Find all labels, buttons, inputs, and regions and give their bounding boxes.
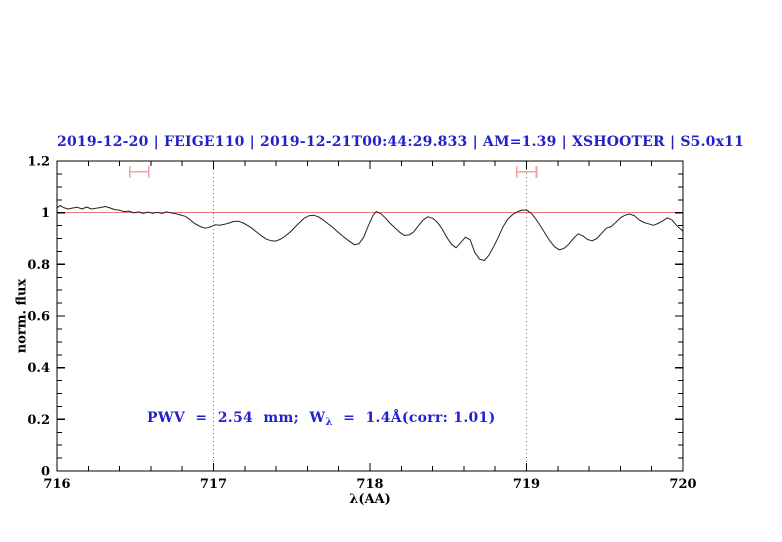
x-tick-label: 719 xyxy=(513,477,540,492)
y-tick-label: 1.2 xyxy=(27,155,50,170)
pwv-annotation-subscript: λ xyxy=(325,417,333,428)
y-tick-label: 1 xyxy=(41,206,50,221)
pwv-annotation: PWV = 2.54 mm; Wλ = 1.4Å(corr: 1.01) xyxy=(147,410,496,428)
x-tick-label: 718 xyxy=(356,477,383,492)
spectrum-line xyxy=(56,204,684,261)
pwv-annotation-prefix: PWV = 2.54 mm; W xyxy=(147,410,326,426)
x-tick-label: 716 xyxy=(43,477,70,492)
x-tick-label: 720 xyxy=(669,477,696,492)
y-tick-label: 0.2 xyxy=(27,413,50,428)
x-tick-label: 717 xyxy=(200,477,227,492)
x-axis-label: λ(AA) xyxy=(349,492,391,507)
plot-title: 2019-12-20 | FEIGE110 | 2019-12-21T00:44… xyxy=(57,134,745,150)
y-tick-label: 0.8 xyxy=(27,258,50,273)
y-tick-label: 0.4 xyxy=(27,361,50,376)
y-tick-label: 0 xyxy=(41,465,50,480)
pwv-annotation-suffix: = 1.4Å(corr: 1.01) xyxy=(332,410,496,426)
y-tick-label: 0.6 xyxy=(27,310,50,325)
plot-frame xyxy=(56,160,684,472)
